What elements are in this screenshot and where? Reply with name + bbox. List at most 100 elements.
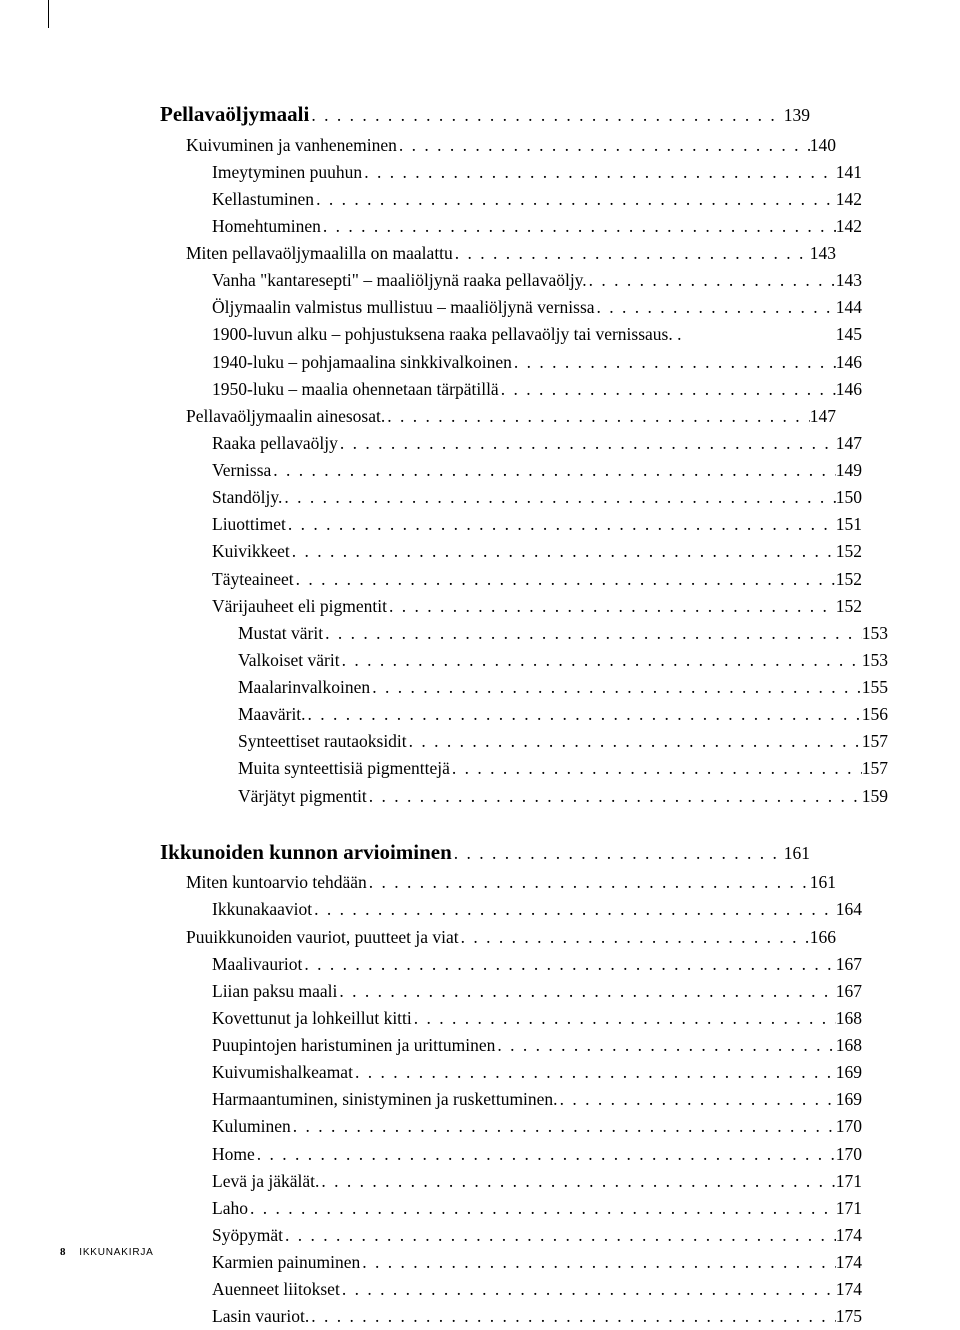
toc-page-number: 144 xyxy=(836,294,862,321)
crop-mark xyxy=(48,0,49,28)
toc-leader-dots: . . . . . . . . . . . . . . . . . . . . … xyxy=(314,186,836,213)
toc-label: Maavärit. xyxy=(238,701,306,728)
toc-page-number: 142 xyxy=(836,186,862,213)
toc-page-number: 146 xyxy=(836,349,862,376)
toc-page-number: 174 xyxy=(836,1222,862,1249)
toc-page-number: 157 xyxy=(862,755,888,782)
toc-page-number: 169 xyxy=(836,1059,862,1086)
toc-label: Lasin vauriot. xyxy=(212,1303,309,1330)
toc-leader-dots: . . . . . . . . . . . . . . . . . . . . … xyxy=(412,1005,836,1032)
toc-label: Auenneet liitokset xyxy=(212,1276,340,1303)
toc-label: Värijauheet eli pigmentit xyxy=(212,593,387,620)
toc-entry: Maalarinvalkoinen . . . . . . . . . . . … xyxy=(160,674,888,701)
toc-leader-dots: . . . . . . . . . . . . . . . . . . . . … xyxy=(453,240,810,267)
toc-entry: Vernissa . . . . . . . . . . . . . . . .… xyxy=(160,457,862,484)
toc-label: Karmien painuminen xyxy=(212,1249,360,1276)
toc-page-number: 152 xyxy=(836,566,862,593)
toc-entry: Ikkunoiden kunnon arvioiminen . . . . . … xyxy=(160,836,810,870)
toc-entry: Kuluminen . . . . . . . . . . . . . . . … xyxy=(160,1113,862,1140)
toc-leader-dots: . . . . . . . . . . . . . . . . . . . . … xyxy=(385,403,809,430)
toc-entry: Lasin vauriot. . . . . . . . . . . . . .… xyxy=(160,1303,862,1330)
toc-page-number: 141 xyxy=(836,159,862,186)
toc-page-number: 153 xyxy=(862,620,888,647)
toc-page-number: 155 xyxy=(862,674,888,701)
toc-label: Puuikkunoiden vauriot, puutteet ja viat xyxy=(186,924,459,951)
toc-leader-dots: . . . . . . . . . . . . . . . . . . . . … xyxy=(248,1195,836,1222)
toc-page-number: 157 xyxy=(862,728,888,755)
page-footer: 8 IKKUNAKIRJA xyxy=(60,1246,154,1258)
toc-entry: Home . . . . . . . . . . . . . . . . . .… xyxy=(160,1141,862,1168)
toc-leader-dots: . . . . . . . . . . . . . . . . . . . . … xyxy=(282,484,835,511)
toc-entry: Homehtuminen . . . . . . . . . . . . . .… xyxy=(160,213,862,240)
toc-page-number: 143 xyxy=(836,267,862,294)
toc-leader-dots: . . . . . . . . . . . . . . . . . . . . … xyxy=(337,978,835,1005)
toc-entry: Levä ja jäkälät. . . . . . . . . . . . .… xyxy=(160,1168,862,1195)
toc-entry: 1950-luku – maalia ohennetaan tärpätillä… xyxy=(160,376,862,403)
toc-page-number: 168 xyxy=(836,1032,862,1059)
toc-label: Mustat värit xyxy=(238,620,323,647)
toc-leader-dots: . . . . . . . . . . . . . . . . . . . . … xyxy=(255,1141,836,1168)
toc-label: Värjätyt pigmentit xyxy=(238,783,367,810)
toc-page-number: 140 xyxy=(810,132,836,159)
toc-entry: Raaka pellavaöljy . . . . . . . . . . . … xyxy=(160,430,862,457)
toc-entry: Miten pellavaöljymaalilla on maalattu . … xyxy=(160,240,836,267)
toc-leader-dots: . . . . . . . . . . . . . . . . . . . . … xyxy=(452,839,784,867)
toc-page-number: 147 xyxy=(810,403,836,430)
toc-label: Täyteaineet xyxy=(212,566,294,593)
toc-entry: Maavärit. . . . . . . . . . . . . . . . … xyxy=(160,701,888,728)
toc-entry: Miten kuntoarvio tehdään . . . . . . . .… xyxy=(160,869,836,896)
toc-label: 1940-luku – pohjamaalina sinkkivalkoinen xyxy=(212,349,512,376)
toc-label: Kellastuminen xyxy=(212,186,314,213)
toc-page-number: 174 xyxy=(836,1276,862,1303)
toc-leader-dots: . . . . . . . . . . . . . . . . . . . . … xyxy=(459,924,810,951)
toc-label: Valkoiset värit xyxy=(238,647,340,674)
toc-page-number: 151 xyxy=(836,511,862,538)
table-of-contents: Pellavaöljymaali . . . . . . . . . . . .… xyxy=(160,98,810,1330)
toc-label: Laho xyxy=(212,1195,248,1222)
toc-label: Levä ja jäkälät. xyxy=(212,1168,319,1195)
toc-label: Vanha "kantaresepti" – maaliöljynä raaka… xyxy=(212,267,587,294)
toc-label: Harmaantuminen, sinistyminen ja ruskettu… xyxy=(212,1086,558,1113)
toc-leader-dots: . . . . . . . . . . . . . . . . . . . . … xyxy=(558,1086,836,1113)
toc-entry: Liuottimet . . . . . . . . . . . . . . .… xyxy=(160,511,862,538)
toc-page-number: 175 xyxy=(836,1303,862,1330)
toc-label: Imeytyminen puuhun xyxy=(212,159,362,186)
toc-leader-dots: . . . . . . . . . . . . . . . . . . . . … xyxy=(291,1113,836,1140)
toc-entry: Kuivumishalkeamat . . . . . . . . . . . … xyxy=(160,1059,862,1086)
toc-page-number: 161 xyxy=(784,839,810,867)
toc-page-number: 161 xyxy=(810,869,836,896)
toc-leader-dots: . . . . . . . . . . . . . . . . . . . . … xyxy=(283,1222,836,1249)
toc-label: Liuottimet xyxy=(212,511,286,538)
toc-leader-dots: . . . . . . . . . . . . . . . . . . . . … xyxy=(340,647,862,674)
toc-leader-dots: . . . . . . . . . . . . . . . . . . . . … xyxy=(495,1032,835,1059)
toc-leader-dots: . . . . . . . . . . . . . . . . . . . . … xyxy=(370,674,862,701)
toc-leader-dots: . . . . . . . . . . . . . . . . . . . . … xyxy=(360,1249,836,1276)
toc-leader-dots: . . . . . . . . . . . . . . . . . . . . … xyxy=(450,755,862,782)
toc-entry: Harmaantuminen, sinistyminen ja ruskettu… xyxy=(160,1086,862,1113)
toc-label: Home xyxy=(212,1141,255,1168)
toc-label: Ikkunakaaviot xyxy=(212,896,312,923)
toc-entry: Valkoiset värit . . . . . . . . . . . . … xyxy=(160,647,888,674)
toc-page-number: 170 xyxy=(836,1141,862,1168)
toc-leader-dots: . . . . . . . . . . . . . . . . . . . . … xyxy=(294,566,836,593)
toc-leader-dots: . . . . . . . . . . . . . . . . . . . . … xyxy=(319,1168,835,1195)
toc-leader-dots: . . . . . . . . . . . . . . . . . . . . … xyxy=(407,728,862,755)
toc-page-number: 166 xyxy=(810,924,836,951)
toc-page-number: 171 xyxy=(836,1195,862,1222)
book-title: IKKUNAKIRJA xyxy=(79,1247,153,1258)
toc-entry: 1940-luku – pohjamaalina sinkkivalkoinen… xyxy=(160,349,862,376)
toc-label: Raaka pellavaöljy xyxy=(212,430,338,457)
toc-page-number: 146 xyxy=(836,376,862,403)
toc-label: Vernissa xyxy=(212,457,271,484)
toc-leader-dots: . . . . . . . . . . . . . . . . . . . . … xyxy=(309,101,783,129)
toc-page-number: 150 xyxy=(836,484,862,511)
toc-leader-dots: . . . . . . . . . . . . . . . . . . . . … xyxy=(353,1059,836,1086)
toc-leader-dots: . . . . . . . . . . . . . . . . . . . . … xyxy=(499,376,836,403)
toc-entry: Kuivuminen ja vanheneminen . . . . . . .… xyxy=(160,132,836,159)
toc-label: Synteettiset rautaoksidit xyxy=(238,728,407,755)
toc-label: Kuivikkeet xyxy=(212,538,290,565)
toc-leader-dots: . . . . . . . . . . . . . . . . . . . . … xyxy=(271,457,835,484)
toc-page-number: 167 xyxy=(836,978,862,1005)
toc-entry: Vanha "kantaresepti" – maaliöljynä raaka… xyxy=(160,267,862,294)
toc-label: Homehtuminen xyxy=(212,213,321,240)
